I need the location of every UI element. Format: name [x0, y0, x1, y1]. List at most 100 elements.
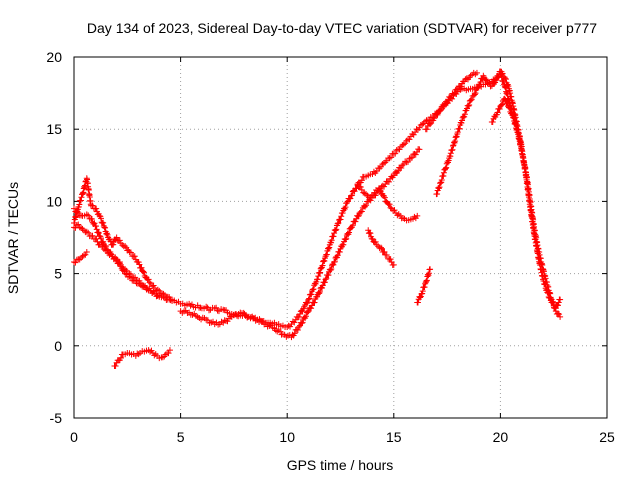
data-point [296, 311, 303, 318]
data-point [378, 245, 385, 252]
data-point [304, 309, 311, 316]
data-point [396, 146, 403, 153]
data-point [112, 363, 119, 370]
data-point [95, 229, 102, 236]
data-point [85, 212, 92, 219]
data-point [131, 253, 138, 260]
data-point [477, 79, 484, 86]
data-point [331, 258, 338, 265]
data-point [100, 219, 107, 226]
data-point [457, 83, 464, 90]
data-point [414, 299, 421, 306]
data-point [423, 126, 430, 133]
data-point [88, 215, 95, 222]
data-point [136, 261, 143, 268]
data-point [499, 101, 506, 108]
data-point [221, 317, 228, 324]
data-point [491, 80, 498, 87]
data-point [482, 76, 489, 83]
data-point [151, 352, 158, 359]
data-point [150, 282, 157, 289]
data-point [352, 218, 359, 225]
data-point [298, 320, 305, 327]
data-point [494, 109, 501, 116]
data-point [77, 197, 84, 204]
data-point [409, 154, 416, 161]
data-point [214, 307, 221, 314]
data-point [321, 279, 328, 286]
data-point [323, 275, 330, 282]
data-point [347, 195, 354, 202]
data-point [363, 191, 370, 198]
data-point [421, 284, 428, 291]
data-point [342, 236, 349, 243]
data-point [341, 205, 348, 212]
data-point [395, 167, 402, 174]
data-point [320, 258, 327, 265]
data-point [459, 117, 466, 124]
data-point [358, 186, 365, 193]
data-point [436, 107, 443, 114]
data-point [378, 244, 385, 251]
data-point [541, 280, 548, 287]
data-point [387, 154, 394, 161]
data-point [78, 194, 85, 201]
data-point [417, 293, 424, 300]
data-point [425, 270, 432, 277]
chart-title: Day 134 of 2023, Sidereal Day-to-day VTE… [87, 20, 597, 36]
data-point [416, 146, 423, 153]
data-point [399, 162, 406, 169]
data-point [291, 319, 298, 326]
data-point [334, 220, 341, 227]
data-point [394, 212, 401, 219]
data-point [93, 226, 100, 233]
data-point [461, 113, 468, 120]
data-point [119, 242, 126, 249]
data-point [505, 83, 512, 90]
data-point [451, 90, 458, 97]
data-point [126, 248, 133, 255]
data-point [213, 304, 220, 311]
data-point [304, 299, 311, 306]
data-point [506, 104, 513, 111]
data-point [543, 286, 550, 293]
data-point [334, 252, 341, 259]
data-point [442, 165, 449, 172]
data-point [369, 235, 376, 242]
data-point [502, 76, 509, 83]
data-point [330, 233, 337, 240]
data-point [328, 265, 335, 272]
data-point [340, 241, 347, 248]
data-point [417, 294, 424, 301]
data-point [206, 307, 213, 314]
data-point [449, 143, 456, 150]
data-point [459, 114, 466, 121]
data-point [93, 205, 100, 212]
data-point [473, 69, 480, 76]
data-point [315, 289, 322, 296]
data-point [383, 252, 390, 259]
data-point [463, 75, 470, 82]
data-point [376, 185, 383, 192]
data-point [197, 304, 204, 311]
data-point [117, 354, 124, 361]
data-point [100, 238, 107, 245]
data-point [423, 278, 430, 285]
data-point [308, 291, 315, 298]
data-marks [71, 68, 564, 370]
data-point [545, 294, 552, 301]
data-point [295, 313, 302, 320]
y-tick-label: 10 [46, 193, 62, 209]
data-point [502, 96, 509, 103]
data-point [343, 199, 350, 206]
data-point [166, 294, 173, 301]
data-point [468, 96, 475, 103]
data-point [342, 204, 349, 211]
data-point [85, 229, 92, 236]
data-point [355, 212, 362, 219]
data-point [443, 164, 450, 171]
data-point [326, 244, 333, 251]
data-point [416, 124, 423, 131]
data-point [411, 213, 418, 220]
data-point [504, 100, 511, 107]
